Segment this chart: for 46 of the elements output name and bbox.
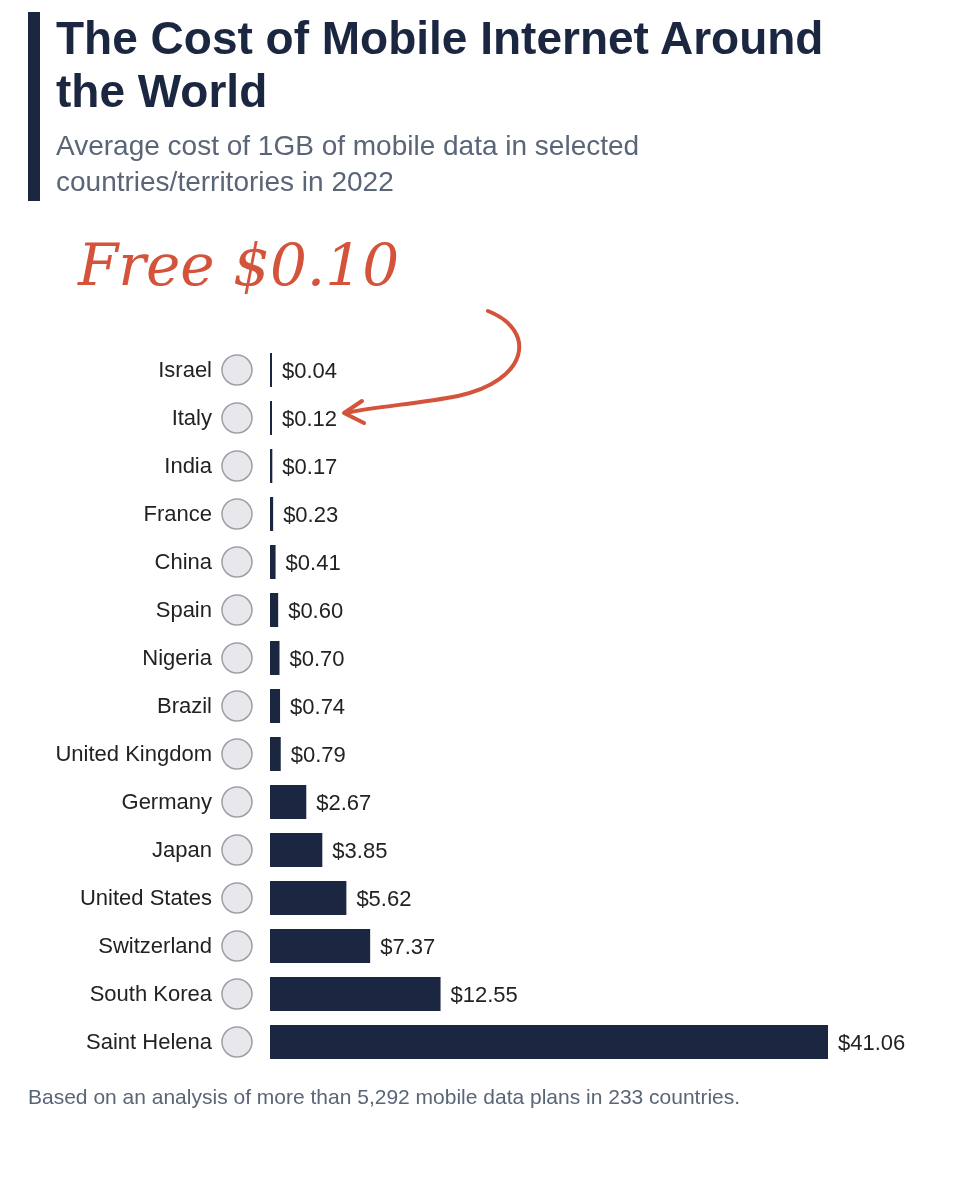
data-label: $7.37 <box>380 933 436 959</box>
y-tick-label: Spain <box>155 596 212 622</box>
data-label: $0.17 <box>282 453 338 479</box>
bar <box>270 880 347 915</box>
bar <box>270 496 274 531</box>
y-tick-label: Switzerland <box>98 932 212 958</box>
y-tick-label: Italy <box>171 404 212 430</box>
data-label: $0.74 <box>290 693 346 719</box>
data-label: $41.06 <box>838 1029 906 1055</box>
data-label: $0.79 <box>290 741 346 767</box>
data-label: $0.60 <box>288 597 344 623</box>
data-label: $0.70 <box>289 645 345 671</box>
y-tick-label: Japan <box>152 836 212 862</box>
data-label: $3.85 <box>332 837 388 863</box>
bar <box>270 832 323 867</box>
data-label: $0.41 <box>285 549 341 575</box>
text: Free $0.10 <box>78 230 400 299</box>
bar <box>270 976 441 1011</box>
text: Based on an analysis of more than 5,292 mobile data plans in 233 countries. <box>28 1084 742 1109</box>
data-label: $2.67 <box>316 789 372 815</box>
bar <box>270 592 279 627</box>
data-label: $5.62 <box>356 885 412 911</box>
chart-subtitle: Average cost of 1GB of mobile data in selected countries/territories in 2022 <box>56 128 641 200</box>
y-tick-label: Saint Helena <box>86 1028 213 1054</box>
bar <box>270 784 307 819</box>
data-label: $0.23 <box>283 501 339 527</box>
y-tick-label: South Korea <box>89 980 213 1006</box>
y-tick-label: Brazil <box>156 692 212 718</box>
y-tick-label: United Kingdom <box>55 740 212 766</box>
y-tick-label: India <box>164 452 213 478</box>
bar <box>270 544 276 579</box>
y-tick-label: Israel <box>158 356 212 382</box>
chart-title: The Cost of Mobile Internet Around the World <box>56 12 825 118</box>
data-label: $12.55 <box>450 981 518 1007</box>
y-tick-label: China <box>154 548 213 574</box>
y-tick-label: France <box>143 500 212 526</box>
y-tick-label: Nigeria <box>142 644 213 670</box>
bar <box>270 688 281 723</box>
y-tick-label: United States <box>79 884 212 910</box>
data-label: $0.04 <box>282 357 338 383</box>
bar <box>270 736 281 771</box>
bar <box>270 1024 828 1059</box>
y-tick-label: Germany <box>121 788 212 814</box>
bar <box>270 640 280 675</box>
bar <box>270 928 371 963</box>
data-label: $0.12 <box>282 405 338 431</box>
